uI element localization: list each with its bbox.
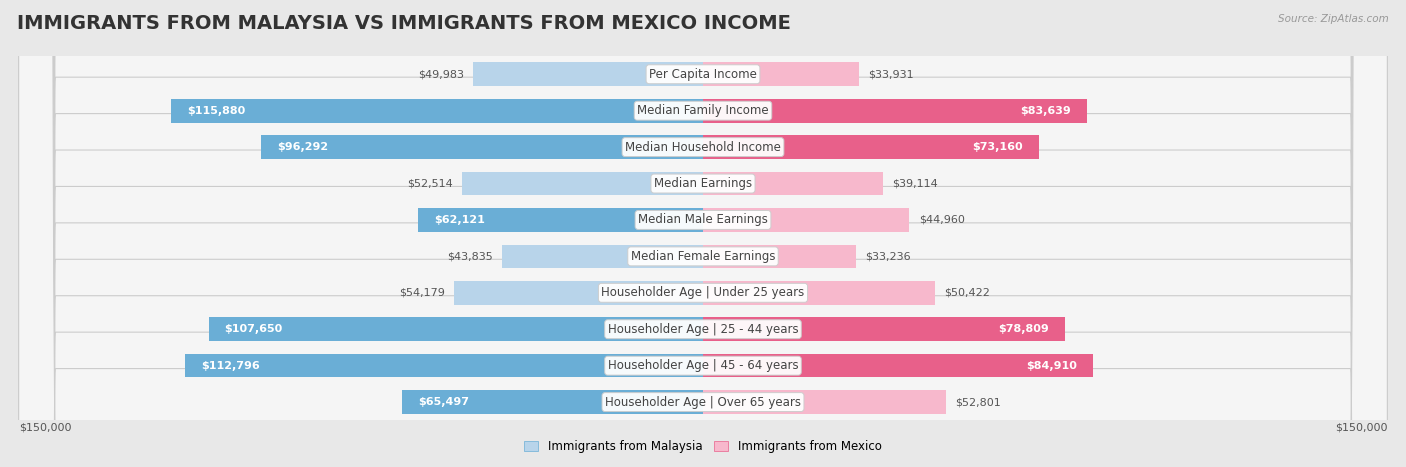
Text: $33,931: $33,931 [868,69,914,79]
FancyBboxPatch shape [18,0,1388,467]
Text: Median Family Income: Median Family Income [637,104,769,117]
FancyBboxPatch shape [703,281,935,304]
Text: Median Earnings: Median Earnings [654,177,752,190]
FancyBboxPatch shape [208,318,703,341]
FancyBboxPatch shape [18,0,1388,467]
FancyBboxPatch shape [454,281,703,304]
Text: $54,179: $54,179 [399,288,444,298]
Text: IMMIGRANTS FROM MALAYSIA VS IMMIGRANTS FROM MEXICO INCOME: IMMIGRANTS FROM MALAYSIA VS IMMIGRANTS F… [17,14,790,33]
Text: $83,639: $83,639 [1021,106,1071,116]
Text: Source: ZipAtlas.com: Source: ZipAtlas.com [1278,14,1389,24]
FancyBboxPatch shape [18,0,1388,467]
Text: Median Household Income: Median Household Income [626,141,780,154]
FancyBboxPatch shape [703,99,1087,122]
FancyBboxPatch shape [18,0,1388,467]
Text: $150,000: $150,000 [1334,423,1388,433]
Text: $62,121: $62,121 [434,215,485,225]
FancyBboxPatch shape [18,0,1388,467]
FancyBboxPatch shape [703,208,910,232]
Text: $96,292: $96,292 [277,142,328,152]
Text: $33,236: $33,236 [865,251,911,262]
Text: $73,160: $73,160 [973,142,1024,152]
Text: $150,000: $150,000 [18,423,72,433]
Text: $43,835: $43,835 [447,251,492,262]
Text: Median Female Earnings: Median Female Earnings [631,250,775,263]
FancyBboxPatch shape [418,208,703,232]
Text: Householder Age | 45 - 64 years: Householder Age | 45 - 64 years [607,359,799,372]
Text: $52,514: $52,514 [406,178,453,189]
FancyBboxPatch shape [170,99,703,122]
FancyBboxPatch shape [18,0,1388,467]
Text: $112,796: $112,796 [201,361,260,371]
FancyBboxPatch shape [18,0,1388,467]
Text: $39,114: $39,114 [891,178,938,189]
Text: Householder Age | Over 65 years: Householder Age | Over 65 years [605,396,801,409]
Text: Householder Age | 25 - 44 years: Householder Age | 25 - 44 years [607,323,799,336]
Text: $49,983: $49,983 [418,69,464,79]
FancyBboxPatch shape [474,63,703,86]
Text: $84,910: $84,910 [1026,361,1077,371]
FancyBboxPatch shape [186,354,703,377]
Text: Median Male Earnings: Median Male Earnings [638,213,768,226]
FancyBboxPatch shape [502,245,703,268]
FancyBboxPatch shape [703,172,883,195]
Text: $44,960: $44,960 [918,215,965,225]
Text: $52,801: $52,801 [955,397,1001,407]
FancyBboxPatch shape [703,245,856,268]
FancyBboxPatch shape [18,0,1388,467]
Text: $65,497: $65,497 [418,397,470,407]
Text: $78,809: $78,809 [998,324,1049,334]
Text: $115,880: $115,880 [187,106,245,116]
FancyBboxPatch shape [18,0,1388,467]
FancyBboxPatch shape [703,354,1092,377]
FancyBboxPatch shape [402,390,703,414]
FancyBboxPatch shape [703,390,945,414]
FancyBboxPatch shape [703,135,1039,159]
FancyBboxPatch shape [703,318,1064,341]
Legend: Immigrants from Malaysia, Immigrants from Mexico: Immigrants from Malaysia, Immigrants fro… [519,436,887,458]
Text: $107,650: $107,650 [225,324,283,334]
FancyBboxPatch shape [18,0,1388,467]
FancyBboxPatch shape [703,63,859,86]
FancyBboxPatch shape [260,135,703,159]
Text: Per Capita Income: Per Capita Income [650,68,756,81]
FancyBboxPatch shape [461,172,703,195]
Text: Householder Age | Under 25 years: Householder Age | Under 25 years [602,286,804,299]
Text: $50,422: $50,422 [943,288,990,298]
